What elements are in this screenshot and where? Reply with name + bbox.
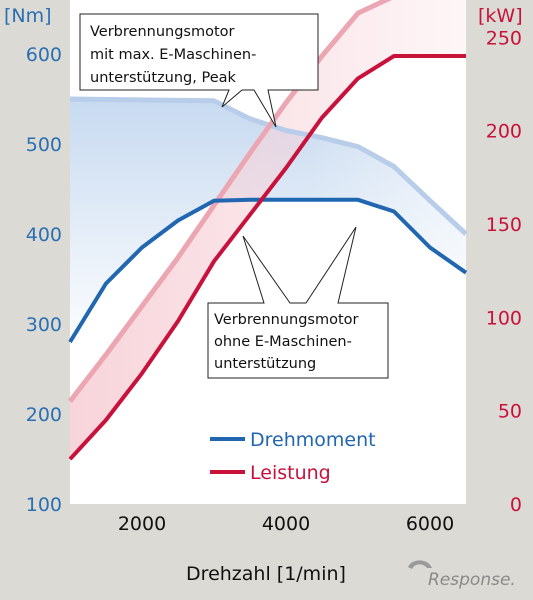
watermark-text: Response. [428,570,516,590]
legend-label-drehmoment: Drehmoment [250,429,376,451]
annotation-bottom-line-2: ohne E-Maschinen- [214,334,352,350]
annotation-bottom-callout [207,226,389,379]
left-tick-label: 200 [26,404,62,426]
left-axis-band [0,0,70,504]
annotation-bottom-line-3: unterstützung [214,356,316,372]
series-layer [68,0,468,461]
x-tick-label: 6000 [406,513,454,535]
right-tick-label: 150 [486,214,522,236]
right-tick-label: 0 [510,494,522,516]
annotation-bottom: Verbrennungsmotor ohne E-Maschinen- unte… [207,226,389,379]
plot-area [68,0,468,461]
annotation-top-line-2: mit max. E-Maschinen- [90,47,256,63]
right-axis-label: [kW] [478,5,523,27]
series-line-power-peak [68,0,392,403]
left-tick-label: 100 [26,494,62,516]
right-axis-ticks: 0 50 100 150 200 250 [486,27,522,516]
left-axis-label: [Nm] [4,5,52,27]
annotation-top-line-3: unterstützung, Peak [90,70,237,86]
series-line-power-ohne [68,54,466,461]
legend-label-leistung: Leistung [250,462,331,484]
right-tick-label: 50 [498,401,522,423]
watermark-logo-icon [408,560,432,569]
left-tick-label: 600 [26,44,62,66]
torque-boost-area-fade [70,99,466,342]
x-axis-band [0,504,533,600]
right-tick-label: 200 [486,121,522,143]
right-axis-band [466,0,533,504]
annotation-top-line-1: Verbrennungsmotor [90,24,235,40]
right-tick-label: 250 [486,27,522,49]
series-line-torque-peak [69,96,468,236]
left-tick-label: 300 [26,314,62,336]
annotation-top: Verbrennungsmotor mit max. E-Maschinen- … [79,13,319,128]
left-axis-ticks: 100 200 300 400 500 600 [26,44,62,516]
left-tick-label: 500 [26,134,62,156]
series-line-torque-ohne [68,197,468,344]
annotation-top-callout [79,13,319,128]
legend: Drehmoment Leistung [210,429,376,484]
annotation-bottom-line-1: Verbrennungsmotor [214,312,359,328]
x-tick-label: 4000 [262,513,310,535]
x-axis-label: Drehzahl [1/min] [186,563,346,585]
x-axis-ticks: 2000 4000 6000 [118,513,454,535]
left-tick-label: 400 [26,224,62,246]
x-tick-label: 2000 [118,513,166,535]
right-tick-label: 100 [486,307,522,329]
watermark: Response. [408,560,516,590]
